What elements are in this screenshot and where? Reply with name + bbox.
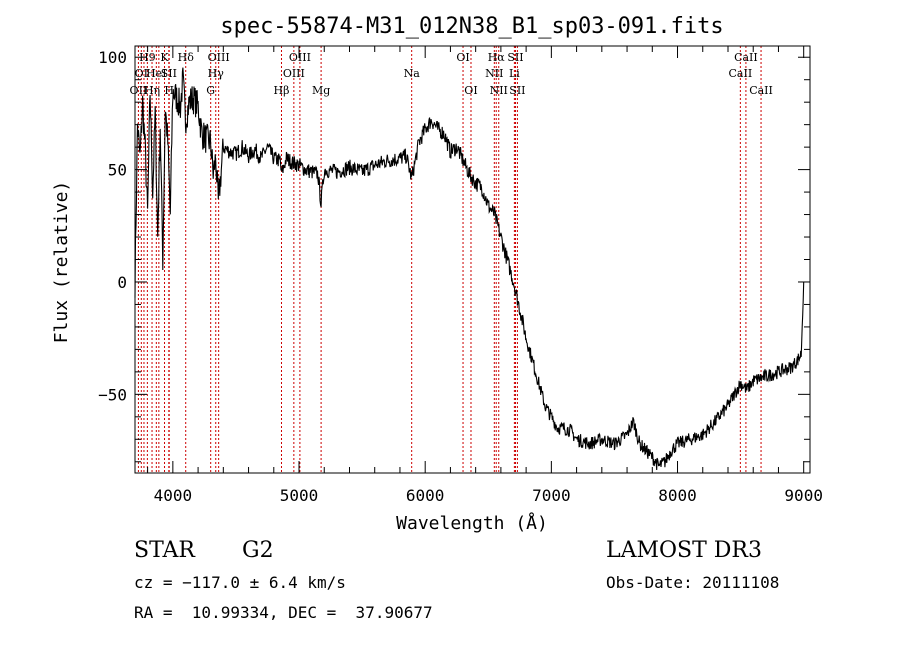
x-tick-label: 9000 xyxy=(784,486,823,505)
flux-series-line xyxy=(134,67,805,471)
y-tick-label: 100 xyxy=(98,48,127,67)
x-tick-label: 7000 xyxy=(532,486,571,505)
line-label: Li xyxy=(509,67,520,80)
x-tick-label: 8000 xyxy=(658,486,697,505)
survey-name: LAMOST DR3 xyxy=(606,538,762,563)
line-markers xyxy=(137,46,762,473)
chart-title: spec-55874-M31_012N38_B1_sp03-091.fits xyxy=(220,14,723,39)
line-label: G xyxy=(206,84,215,97)
plot-frame xyxy=(134,45,811,474)
x-tick-label: 6000 xyxy=(406,486,445,505)
x-tick-label: 5000 xyxy=(280,486,319,505)
line-label: CaII xyxy=(734,51,758,64)
line-label: Hη xyxy=(144,84,160,97)
line-label: Hδ xyxy=(178,51,195,64)
spectral-class: STAR xyxy=(134,538,195,563)
line-label: SII xyxy=(509,84,525,97)
spectral-subclass: G2 xyxy=(242,538,274,563)
line-label: Mg xyxy=(312,84,330,97)
line-label: Hγ xyxy=(208,67,225,80)
obs-date: Obs-Date: 20111108 xyxy=(606,573,780,592)
line-label: Hα xyxy=(488,51,506,64)
line-label: K xyxy=(160,51,169,64)
axis-ticks: 4000 5000 6000 7000 8000 9000 −50 0 50 100 xyxy=(98,46,823,505)
line-label: CaII xyxy=(729,67,753,80)
line-label: SII xyxy=(161,67,177,80)
redshift-cz: cz = −117.0 ± 6.4 km/s xyxy=(134,573,346,592)
line-label: OIII xyxy=(208,51,230,64)
y-axis-label: Flux (relative) xyxy=(51,181,72,344)
y-tick-label: −50 xyxy=(98,385,127,404)
line-label: OI xyxy=(135,67,148,80)
line-labels: OII OI H9 Hη HeI K SII H Hδ G Hγ OIII Hβ OIII OIII Mg Na… xyxy=(130,51,773,97)
line-label: OI xyxy=(464,84,477,97)
line-label: HeI xyxy=(146,67,166,80)
x-tick-label: 4000 xyxy=(154,486,193,505)
y-tick-label: 0 xyxy=(117,273,127,292)
line-label: OIII xyxy=(283,67,305,80)
line-label: CaII xyxy=(749,84,773,97)
line-label: Na xyxy=(404,67,421,80)
line-label: SII xyxy=(507,51,523,64)
ra-dec: RA = 10.99334, DEC = 37.90677 xyxy=(134,603,433,622)
line-label: OII xyxy=(130,84,148,97)
line-label: OI xyxy=(456,51,469,64)
line-label: NII xyxy=(485,67,503,80)
spectrum-chart: spec-55874-M31_012N38_B1_sp03-091.fits O… xyxy=(51,14,823,534)
line-label: OIII xyxy=(289,51,311,64)
x-axis-label: Wavelength (Å) xyxy=(396,512,548,534)
line-label: H xyxy=(164,84,174,97)
y-tick-label: 50 xyxy=(108,161,127,180)
line-label: Hβ xyxy=(274,84,290,97)
line-label: NII xyxy=(490,84,508,97)
line-label: H9 xyxy=(139,51,156,64)
